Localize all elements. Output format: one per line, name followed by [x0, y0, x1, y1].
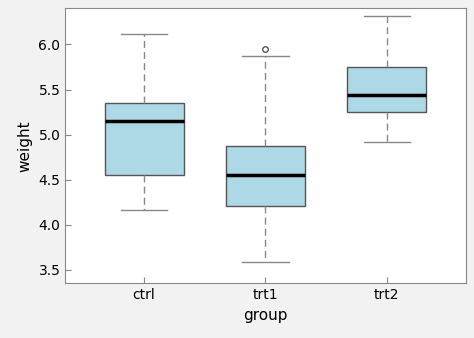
Y-axis label: weight: weight	[18, 120, 33, 172]
FancyBboxPatch shape	[347, 67, 426, 112]
X-axis label: group: group	[243, 308, 288, 323]
FancyBboxPatch shape	[226, 146, 305, 206]
FancyBboxPatch shape	[105, 103, 183, 175]
